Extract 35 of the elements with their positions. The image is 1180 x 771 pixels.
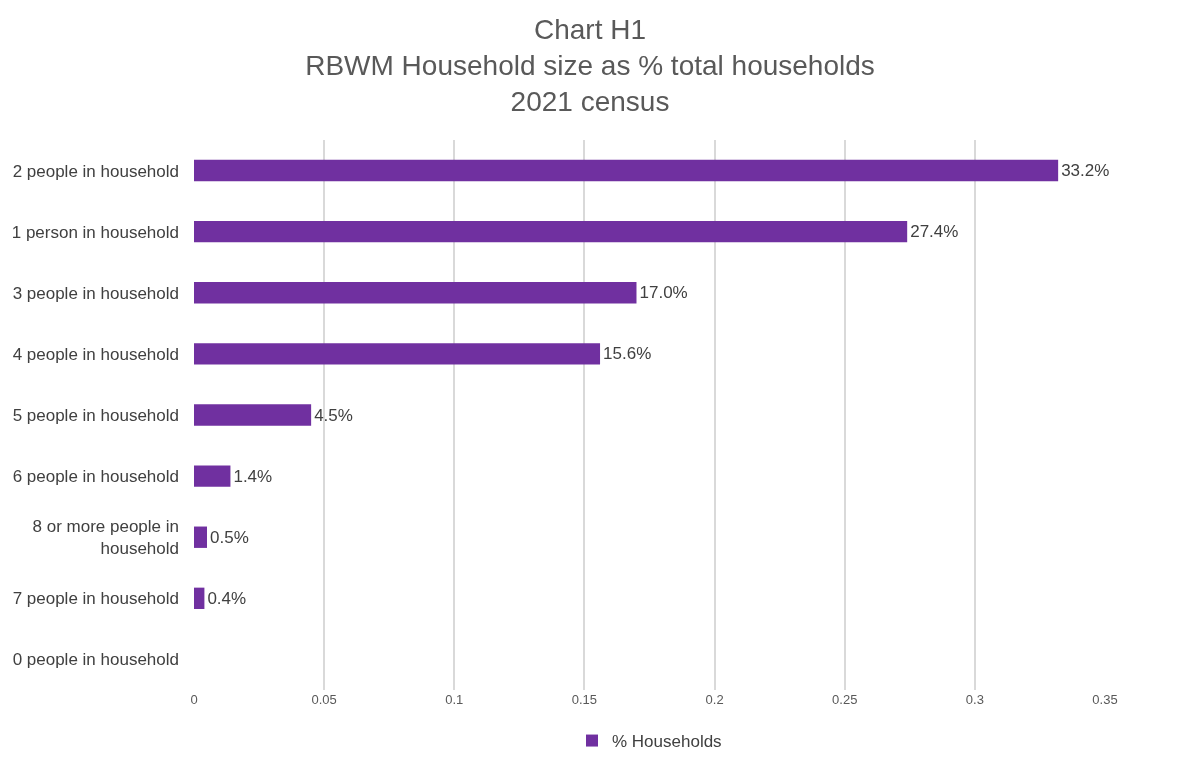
- bar: [194, 220, 908, 243]
- text: 17.0%: [639, 283, 688, 303]
- legend-label: % Households: [612, 732, 722, 752]
- y-tick-label: 6 people in household: [12, 467, 179, 487]
- x-tick-label: 0.15: [571, 692, 598, 707]
- x-tick-label: 0.05: [311, 692, 337, 707]
- chart-title: Chart H1 RBWM Household size as % total households 2021 census: [305, 13, 875, 118]
- x-tick-label: 0.2: [705, 692, 724, 707]
- bar: [194, 465, 231, 487]
- bar: [194, 282, 637, 304]
- text: 27.4%: [910, 222, 959, 242]
- x-tick-label: 0.3: [965, 692, 984, 707]
- bar: [194, 587, 205, 610]
- x-tick-label: 0.35: [1092, 692, 1118, 707]
- y-tick-label: 3 people in household: [12, 283, 179, 303]
- text: 4.5%: [314, 405, 353, 425]
- text: 0.4%: [207, 588, 247, 608]
- y-tick-label: 7 people in household: [12, 589, 179, 609]
- text: 33.2%: [1061, 161, 1110, 181]
- text: 15.6%: [603, 344, 652, 364]
- y-tick-label: 8 or more people in household: [32, 517, 179, 559]
- text: 1.4%: [233, 466, 273, 486]
- x-tick-label: 0.25: [832, 692, 858, 707]
- y-tick-label: 1 person in household: [11, 222, 179, 242]
- bar: [194, 343, 601, 365]
- text: 0.5%: [210, 527, 249, 547]
- bar: [194, 404, 312, 426]
- bar: [194, 159, 1059, 182]
- y-tick-label: 0 people in household: [12, 650, 179, 670]
- x-tick-label: 0: [190, 692, 198, 707]
- bar: [194, 526, 208, 548]
- y-tick-label: 4 people in household: [12, 344, 179, 364]
- y-tick-label: 5 people in household: [12, 405, 179, 425]
- x-tick-label: 0.1: [445, 692, 464, 707]
- y-tick-label: 2 people in household: [12, 161, 179, 181]
